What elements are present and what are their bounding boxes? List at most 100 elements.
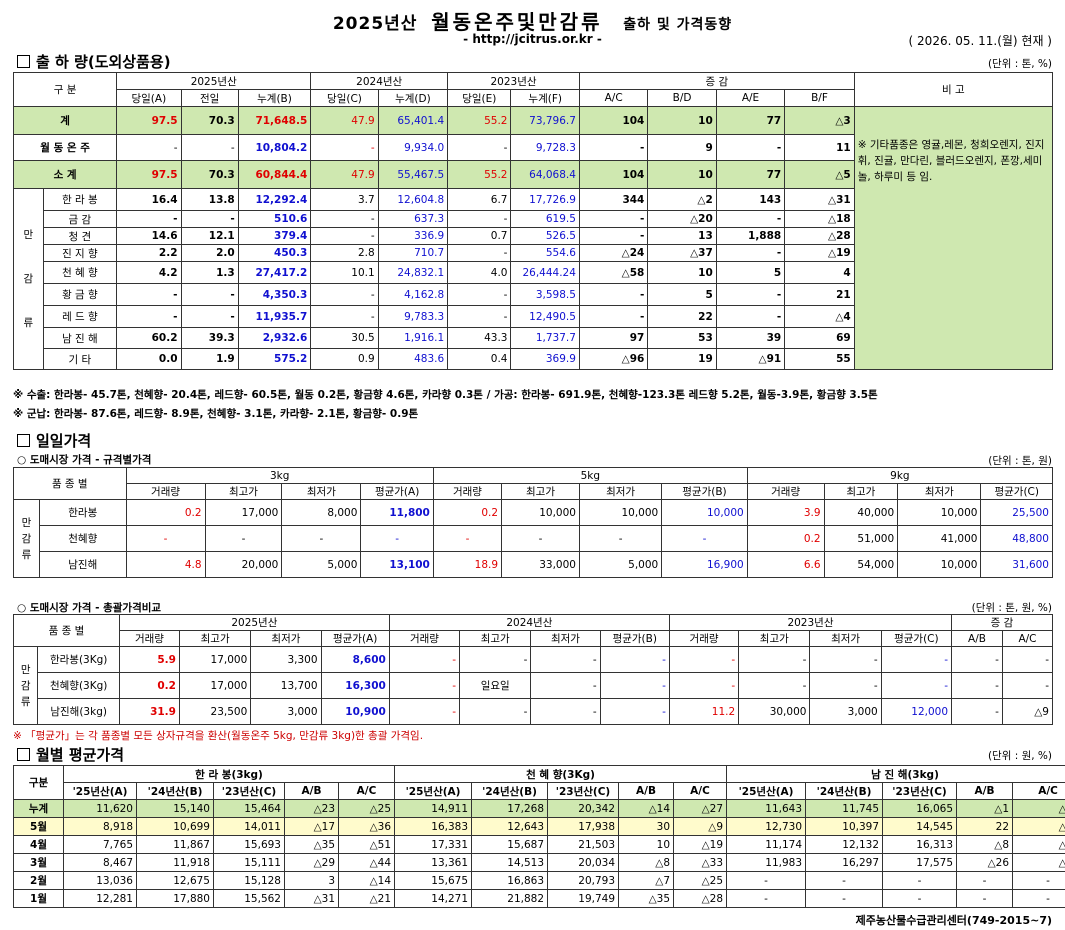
table-cell: 3.9	[746, 499, 825, 526]
table-cell: 11,620	[63, 799, 137, 818]
section-monthly-label: 월별 평균가격	[36, 746, 125, 764]
table-cell: 11,800	[360, 499, 434, 526]
table-cell: 5,000	[281, 551, 362, 578]
table-cell: 11,643	[726, 799, 807, 818]
table-cell: 13,036	[63, 871, 137, 890]
row-label: 남진해(3kg)	[37, 698, 120, 725]
header-cheonhyehyang: 천 혜 향(3Kg)	[394, 765, 728, 783]
table-cell: -	[180, 210, 239, 228]
table-cell: -	[578, 210, 649, 228]
column-header: 최저가	[530, 630, 601, 647]
table-cell: -	[661, 525, 748, 552]
table-row: 남 진 해 60.2 39.3 2,932.6 30.5 1,916.1 43.3 1,737…	[14, 327, 1053, 349]
table-cell: -	[1012, 889, 1065, 908]
table-cell: 22	[956, 817, 1014, 836]
table-cell: △25	[673, 871, 728, 890]
column-header: 평균가(B)	[661, 483, 748, 500]
table-cell: 10.1	[310, 261, 379, 284]
table-row: 1월 12,281 17,880 15,562 △31 △21 14,271 21,882 19…	[13, 889, 1065, 908]
column-header: A/B	[951, 630, 1003, 647]
table-row: 만 감 류 한라봉(3Kg) 5.9 17,000 3,300 8,600- - - - - - - - - -	[12, 646, 1054, 725]
table-cell: 554.6	[510, 244, 580, 262]
table-cell: -	[809, 672, 882, 699]
table-row: 황 금 향 - -4,350.3-4,162.8-3,598.5-5-21	[14, 283, 1053, 306]
column-header: A/B	[618, 782, 675, 800]
row-label: 1월	[13, 889, 64, 908]
row-label: 월 동 온 주	[12, 134, 118, 161]
header-5kg: 5kg	[432, 467, 748, 484]
table-cell: 17,268	[471, 799, 549, 818]
header-9kg: 9kg	[746, 467, 1054, 484]
table-cell: 13,361	[394, 853, 473, 872]
table-row: 만 감 류 한라봉 0.2 17,000 8,000 11,800 0.2 10,000 10,00…	[13, 499, 1053, 578]
column-header: A/C	[673, 782, 728, 800]
table-row: 3월 8,467 11,918 15,111 △29 △44 13,361 14,513 20,…	[13, 853, 1065, 872]
table-cell: 60,844.4	[237, 160, 312, 189]
row-label: 진 지 향	[42, 244, 118, 262]
column-header: 당일(E)	[447, 89, 512, 107]
header-variety: 품 종 별	[13, 614, 120, 647]
table-cell: △20	[647, 210, 717, 228]
table-cell: △91	[715, 348, 786, 370]
table-cell: 31.9	[118, 698, 180, 725]
table-cell: 20,342	[547, 799, 620, 818]
daily-unit: (단위 : 톤, 원)	[988, 455, 1052, 467]
table-cell: 0.2	[125, 499, 206, 526]
table-cell: △28	[673, 889, 728, 908]
table-cell: △14	[618, 799, 675, 818]
title-subtitle: 출하 및 가격동향	[623, 17, 733, 33]
table-cell: 11,918	[136, 853, 214, 872]
table-cell: 10,699	[136, 817, 214, 836]
site-url[interactable]: - http://jcitrus.or.kr -	[463, 32, 602, 46]
section-daily-title: 일일가격	[17, 430, 91, 451]
table-cell: 104	[578, 160, 649, 189]
row-label: 레 드 향	[42, 305, 118, 328]
average-price-note: ※ 「평균가」는 각 품종별 모든 상자규격을 환산(월동온주 5kg, 만감류…	[13, 730, 424, 742]
column-header: '24년산(B)	[805, 782, 884, 800]
row-label: 3월	[13, 853, 64, 872]
table-cell: △26	[956, 853, 1014, 872]
table-cell: -	[715, 244, 786, 262]
table-cell: 9,934.0	[377, 134, 449, 161]
row-label: 천혜향(3Kg)	[37, 672, 120, 699]
table-cell: 5.9	[118, 646, 180, 673]
table-cell: 15,111	[213, 853, 285, 872]
table-cell: △37	[647, 244, 717, 262]
header-remark: 비 고	[853, 72, 1054, 107]
table-cell: -	[447, 283, 512, 306]
table-cell: 9	[647, 134, 717, 161]
table-cell: △7	[618, 871, 675, 890]
table-cell: 16,863	[471, 871, 549, 890]
table-cell: 5	[647, 283, 717, 306]
table-cell: -	[1001, 672, 1054, 699]
table-cell: 10	[647, 106, 717, 135]
table-cell: 15,675	[394, 871, 473, 890]
table-cell: -	[310, 283, 379, 306]
table-cell: -	[715, 134, 786, 161]
table-cell: -	[180, 305, 239, 328]
table-cell: 14,545	[882, 817, 958, 836]
column-header: B/D	[647, 89, 717, 107]
table-cell: △24	[578, 244, 649, 262]
table-cell: 7,765	[63, 835, 137, 854]
row-label: 소 계	[12, 160, 118, 189]
table-cell: 14,011	[213, 817, 285, 836]
table-cell: 20,793	[547, 871, 620, 890]
row-label: 황 금 향	[42, 283, 118, 306]
table-cell: △58	[578, 261, 649, 284]
column-header: 최고가	[459, 630, 532, 647]
column-header: 최고가	[501, 483, 580, 500]
table-cell: 575.2	[237, 348, 312, 370]
table-cell: -	[388, 646, 461, 673]
table-cell: 55.2	[447, 160, 512, 189]
table-cell: 21	[784, 283, 855, 306]
table-cell: 24,832.1	[377, 261, 449, 284]
table-cell: -	[956, 889, 1014, 908]
section-monthly-title: 월별 평균가격	[17, 744, 124, 765]
table-cell: -	[956, 871, 1014, 890]
table-cell: 12,490.5	[510, 305, 580, 328]
column-header: 최고가	[204, 483, 283, 500]
table-cell: 619.5	[510, 210, 580, 228]
table-cell: -	[1012, 871, 1065, 890]
row-label: 남 진 해	[42, 327, 118, 349]
